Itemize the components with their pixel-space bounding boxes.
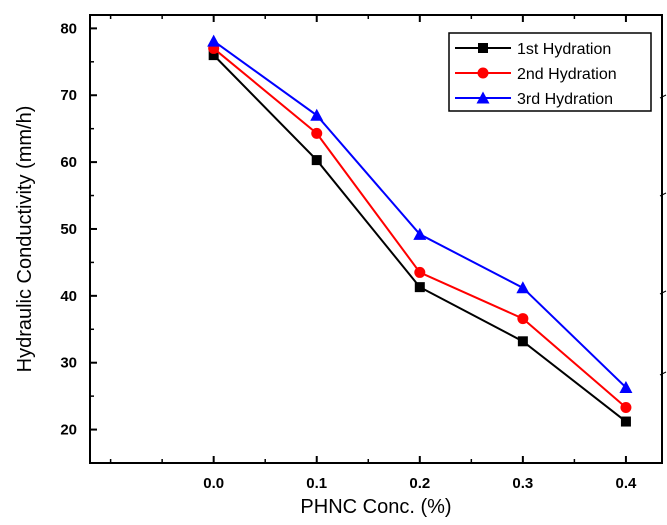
y-axis-title: Hydraulic Conductivity (mm/h) <box>14 106 36 373</box>
y-tick-label: 60 <box>60 154 77 171</box>
legend: 1st Hydration 2nd Hydration 3rd Hydration <box>448 32 652 112</box>
data-point <box>517 313 529 325</box>
x-tick-label: 0.1 <box>306 475 327 492</box>
data-point <box>620 402 632 414</box>
legend-label: 3rd Hydration <box>517 91 613 108</box>
edge-mark <box>659 371 667 376</box>
y-tick-label: 80 <box>60 20 77 37</box>
data-point <box>207 34 221 47</box>
series-3 <box>207 34 633 393</box>
right-edge-marks <box>659 94 667 376</box>
axis-tick-labels: 0.0 0.1 0.2 0.3 0.4 20 30 40 50 60 70 80 <box>60 20 637 492</box>
axis-ticks <box>90 15 627 464</box>
data-point <box>414 266 426 278</box>
data-point <box>517 336 528 347</box>
x-tick-label: 0.4 <box>615 475 637 492</box>
y-tick-label: 70 <box>60 87 77 104</box>
data-point <box>311 127 323 139</box>
data-point <box>208 50 219 61</box>
edge-mark <box>659 290 667 295</box>
data-point <box>516 281 530 294</box>
series-1 <box>208 50 631 427</box>
legend-marker <box>478 43 488 53</box>
x-tick-label: 0.3 <box>512 475 533 492</box>
y-tick-label: 30 <box>60 355 77 372</box>
x-tick-label: 0.0 <box>203 475 224 492</box>
series-2 <box>208 42 632 414</box>
plot-frame <box>89 14 663 464</box>
legend-marker <box>476 91 490 104</box>
data-point <box>620 416 631 427</box>
y-tick-label: 40 <box>60 288 77 305</box>
data-point <box>619 380 633 393</box>
edge-mark <box>659 94 667 99</box>
y-tick-label: 50 <box>60 221 77 238</box>
x-tick-label: 0.2 <box>409 475 430 492</box>
legend-marker <box>477 67 489 79</box>
data-point <box>414 282 425 293</box>
y-tick-label: 20 <box>60 422 77 439</box>
data-point <box>413 227 427 240</box>
data-point <box>310 108 324 121</box>
series-layer <box>207 34 633 427</box>
data-point <box>311 155 322 166</box>
x-axis-title: PHNC Conc. (%) <box>300 496 451 518</box>
legend-label: 2nd Hydration <box>517 66 617 83</box>
edge-mark <box>659 192 667 197</box>
legend-label: 1st Hydration <box>517 41 611 58</box>
